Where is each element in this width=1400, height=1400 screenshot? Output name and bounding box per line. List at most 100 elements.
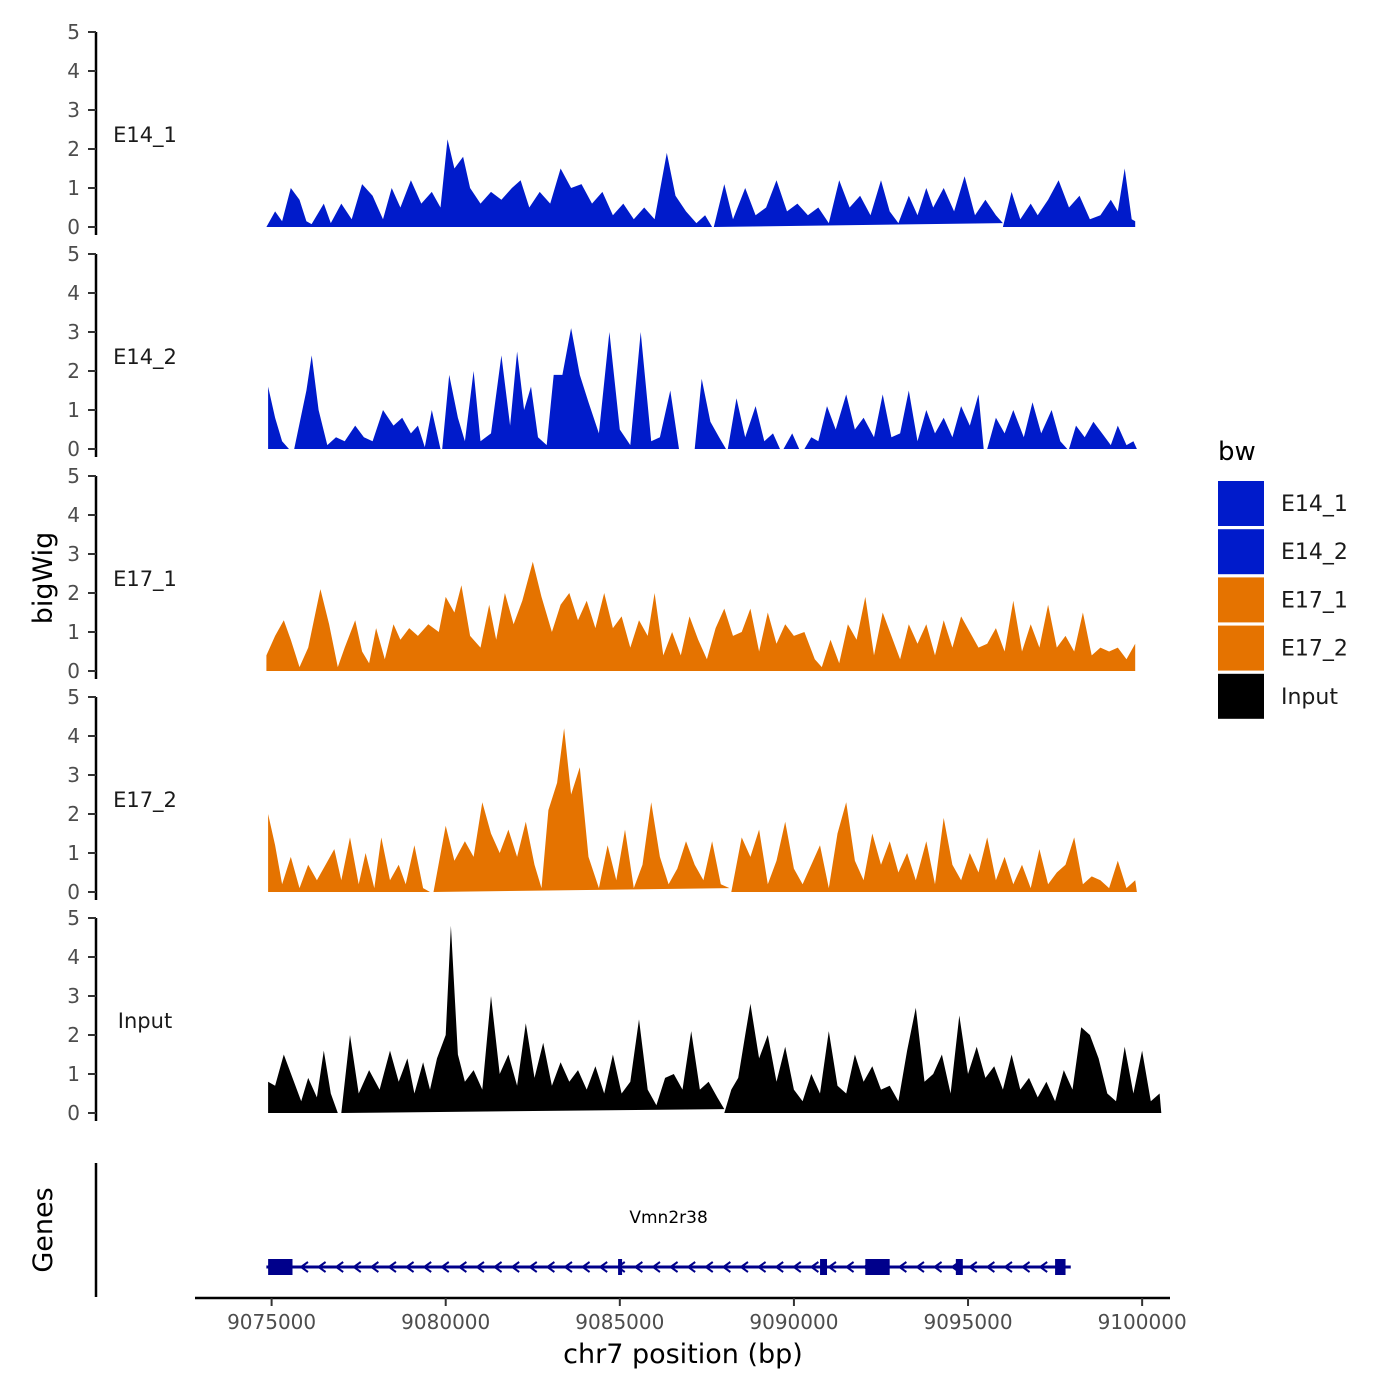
- y-tick-label: 3: [67, 98, 80, 122]
- y-tick-label: 3: [67, 984, 80, 1008]
- track-label-E17_2: E17_2: [113, 788, 177, 813]
- y-tick-label: 0: [67, 880, 80, 904]
- gene-exon: [820, 1259, 828, 1275]
- gene-exon: [618, 1259, 623, 1275]
- y-tick-label: 0: [67, 1101, 80, 1125]
- y-tick-label: 5: [67, 242, 80, 266]
- legend-label: Input: [1281, 685, 1338, 710]
- signal-tracks: 0 1 2 3 4 5 E14_1 0 1 2 3 4 5 E14_2 0 1 2 3 4 5 E17_1 0 1 2 3 4 5 E…: [67, 20, 1162, 1125]
- track-label-E17_1: E17_1: [113, 567, 177, 592]
- x-tick-label: 9090000: [749, 1310, 838, 1334]
- strand-arrow: [686, 1261, 696, 1273]
- legend-label: E14_2: [1281, 540, 1348, 565]
- strand-arrow: [334, 1261, 344, 1273]
- strand-arrow: [316, 1261, 327, 1273]
- strand-arrow: [299, 1261, 309, 1273]
- track-E17_1: 0 1 2 3 4 5 E17_1: [67, 464, 1136, 683]
- gene-exon: [1055, 1259, 1066, 1275]
- genes-axis-title: Genes: [28, 1187, 59, 1272]
- strand-arrow: [352, 1261, 362, 1273]
- y-tick-label: 1: [67, 841, 80, 865]
- y-tick-label: 5: [67, 906, 80, 930]
- y-tick-label: 1: [67, 176, 80, 200]
- strand-arrow: [897, 1261, 907, 1273]
- strand-arrow: [422, 1261, 432, 1273]
- strand-arrow: [721, 1261, 731, 1273]
- strand-arrow: [792, 1261, 802, 1273]
- track-label-Input: Input: [118, 1009, 172, 1033]
- signal-area-E17_1: [266, 561, 1136, 671]
- y-tick-label: 2: [67, 137, 80, 161]
- strand-arrow: [756, 1261, 767, 1273]
- y-tick-label: 1: [67, 1062, 80, 1086]
- y-tick-label: 5: [67, 464, 80, 488]
- track-label-E14_1: E14_1: [113, 123, 177, 148]
- legend-item-Input: Input: [1218, 673, 1338, 719]
- x-tick-label: 9075000: [227, 1310, 316, 1334]
- strand-arrow: [985, 1261, 995, 1273]
- legend-item-E17_1: E17_1: [1218, 577, 1348, 623]
- y-tick-label: 4: [67, 503, 80, 527]
- legend: bw E14_1 E14_2 E17_1 E17_2 Input: [1218, 437, 1348, 719]
- track-label-E14_2: E14_2: [113, 345, 177, 370]
- strand-arrow: [510, 1261, 520, 1273]
- strand-arrow: [704, 1261, 714, 1273]
- x-tick-label: 9100000: [1098, 1310, 1187, 1334]
- y-tick-label: 0: [67, 659, 80, 683]
- strand-arrow: [774, 1261, 784, 1273]
- strand-arrow: [545, 1261, 555, 1273]
- legend-swatch: [1218, 481, 1264, 526]
- strand-arrow: [440, 1261, 450, 1273]
- x-tick-label: 9095000: [923, 1310, 1012, 1334]
- y-tick-label: 0: [67, 215, 80, 239]
- y-tick-label: 3: [67, 763, 80, 787]
- strand-arrow: [809, 1261, 819, 1273]
- y-tick-label: 2: [67, 802, 80, 826]
- legend-items: E14_1 E14_2 E17_1 E17_2 Input: [1218, 481, 1348, 719]
- signal-area-Input: [268, 925, 1162, 1113]
- y-tick-label: 4: [67, 945, 80, 969]
- y-tick-label: 3: [67, 542, 80, 566]
- strand-arrow: [580, 1261, 591, 1273]
- gene-track: Vmn2r38: [266, 1208, 1071, 1275]
- strand-arrow: [616, 1261, 626, 1273]
- y-axis-title: bigWig: [28, 532, 59, 625]
- y-tick-label: 1: [67, 398, 80, 422]
- legend-label: E14_1: [1281, 492, 1348, 517]
- legend-swatch: [1218, 529, 1264, 575]
- strand-arrow: [563, 1261, 573, 1273]
- gene-exon: [955, 1259, 963, 1275]
- strand-arrow: [932, 1261, 943, 1273]
- strand-arrow: [1003, 1261, 1013, 1273]
- legend-label: E17_1: [1281, 588, 1348, 613]
- x-axis-title: chr7 position (bp): [563, 1339, 803, 1370]
- strand-arrow: [475, 1261, 485, 1273]
- legend-item-E14_1: E14_1: [1218, 481, 1348, 526]
- strand-arrow: [827, 1261, 837, 1273]
- track-E14_1: 0 1 2 3 4 5 E14_1: [67, 20, 1136, 239]
- strand-arrow: [598, 1261, 608, 1273]
- strand-arrow: [1020, 1261, 1031, 1273]
- signal-area-E14_2: [268, 328, 1137, 449]
- strand-arrow: [915, 1261, 925, 1273]
- signal-area-E17_2: [268, 728, 1137, 892]
- y-tick-label: 1: [67, 620, 80, 644]
- strand-arrow: [492, 1261, 503, 1273]
- legend-item-E17_2: E17_2: [1218, 625, 1348, 671]
- y-tick-label: 0: [67, 437, 80, 461]
- y-tick-label: 4: [67, 724, 80, 748]
- x-tick-label: 9080000: [401, 1310, 490, 1334]
- signal-area-E14_1: [266, 139, 1136, 227]
- legend-swatch: [1218, 673, 1264, 719]
- track-E17_2: 0 1 2 3 4 5 E17_2: [67, 685, 1137, 904]
- y-tick-label: 2: [67, 1023, 80, 1047]
- legend-swatch: [1218, 577, 1264, 623]
- y-tick-label: 3: [67, 320, 80, 344]
- x-ticks: 9075000 9080000 9085000 9090000 9095000 91000…: [227, 1298, 1187, 1334]
- legend-item-E14_2: E14_2: [1218, 529, 1348, 575]
- strand-arrow: [369, 1261, 379, 1273]
- track-Input: 0 1 2 3 4 5 Input: [67, 906, 1162, 1125]
- strand-arrow: [668, 1261, 679, 1273]
- gene-exon: [865, 1259, 890, 1275]
